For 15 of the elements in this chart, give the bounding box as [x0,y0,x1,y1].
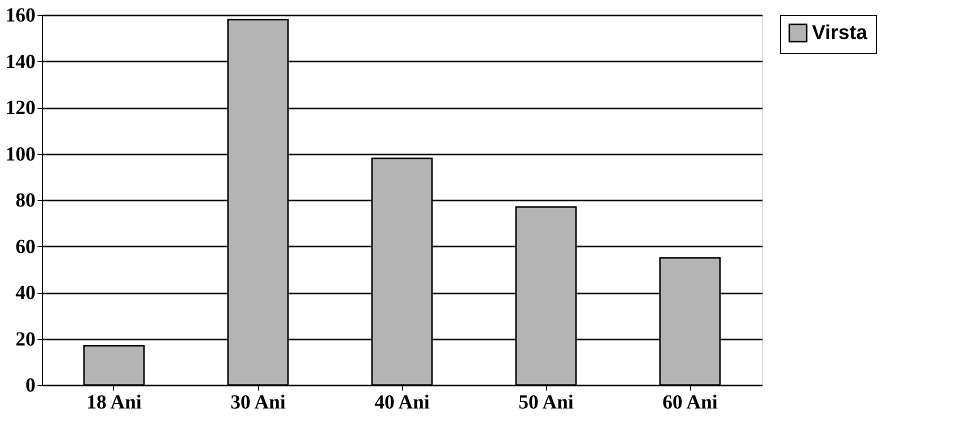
y-tick-label: 40 [16,282,36,304]
y-tick-label: 80 [16,190,36,212]
y-tick-label: 160 [6,4,36,26]
y-tick-label: 60 [16,236,36,258]
x-tick-label: 30 Ani [230,392,286,414]
x-tick-label: 40 Ani [374,392,430,414]
y-tick-label: 100 [6,143,36,166]
x-tick-label: 18 Ani [86,392,142,414]
y-tick-label: 120 [6,97,36,119]
y-tick-label: 140 [6,50,36,73]
legend-label: Virsta [812,22,868,44]
x-tick-label: 60 Ani [662,392,718,414]
y-tick-label: 0 [26,374,36,396]
y-tick-label: 20 [16,328,36,350]
x-tick-label: 50 Ani [518,392,574,414]
